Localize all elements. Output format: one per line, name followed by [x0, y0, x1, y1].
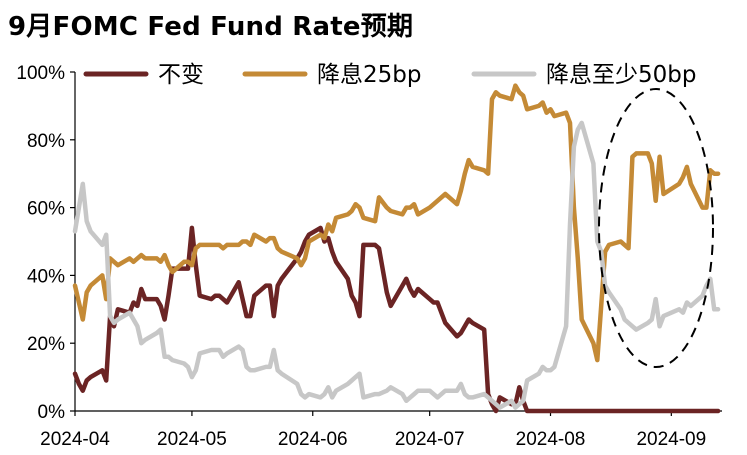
legend-label-2: 降息25bp — [317, 62, 421, 88]
y-tick-label: 40% — [27, 266, 65, 287]
y-tick-label: 20% — [27, 334, 65, 355]
y-tick-label: 80% — [27, 131, 65, 152]
series-line-1 — [72, 225, 721, 414]
series-line-3 — [72, 120, 721, 410]
y-tick-label: 100% — [16, 63, 65, 84]
legend-label-1: 不变 — [158, 62, 204, 88]
x-tick-label: 2024-09 — [636, 429, 706, 450]
y-tick-label: 60% — [27, 199, 65, 220]
y-tick-label: 0% — [38, 402, 66, 423]
chart-axes: 0% 20% 40% 60% 80% 100% 2024-04 2024-05 2024-06 2… — [16, 63, 722, 450]
chart-series — [72, 83, 721, 414]
highlight-ellipse — [598, 88, 714, 368]
x-tick-label: 2024-04 — [40, 429, 110, 450]
x-tick-label: 2024-05 — [157, 429, 227, 450]
x-tick-label: 2024-06 — [278, 429, 348, 450]
chart-legend: 不变 降息25bp 降息至少50bp — [83, 62, 696, 88]
chart-title: 9月FOMC Fed Fund Rate预期 — [8, 12, 414, 42]
series-line-2 — [72, 83, 721, 363]
x-tick-label: 2024-08 — [516, 429, 586, 450]
x-tick-label: 2024-07 — [395, 429, 465, 450]
legend-label-3: 降息至少50bp — [546, 62, 696, 88]
